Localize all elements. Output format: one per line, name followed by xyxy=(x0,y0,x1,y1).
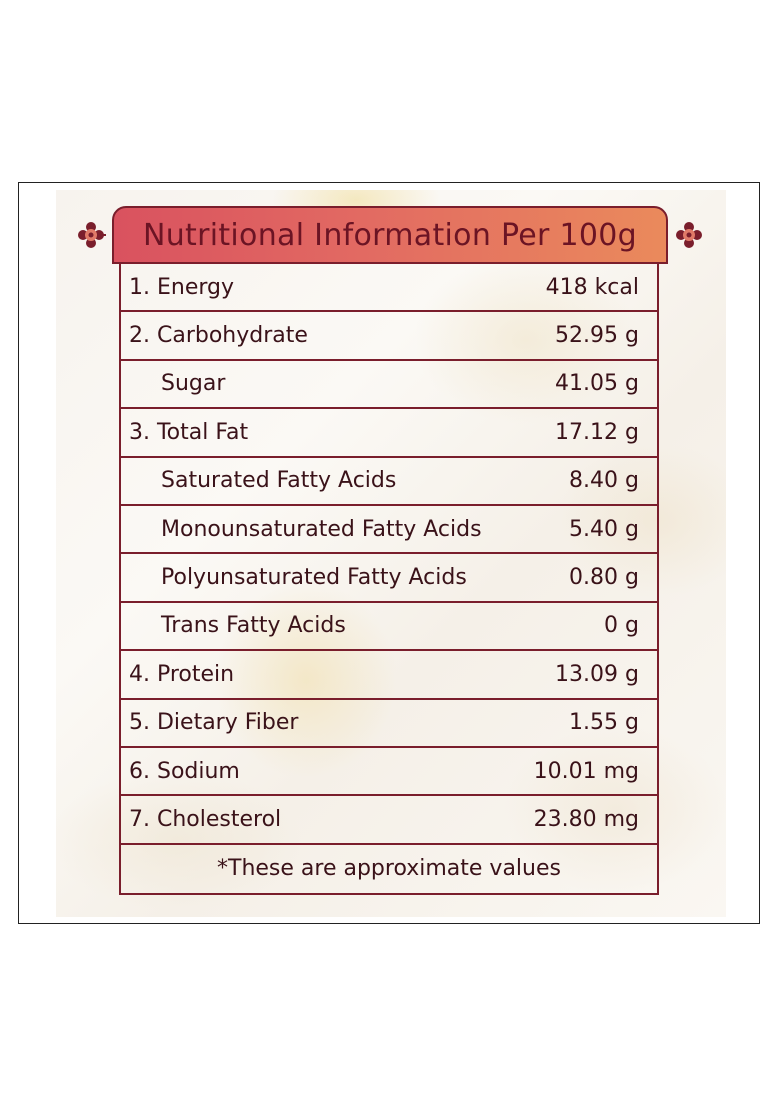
flower-ornament-icon xyxy=(676,222,702,248)
table-row-dietary-fiber: 5. Dietary Fiber 1.55 g xyxy=(121,697,657,746)
nutrition-table: 1. Energy 418 kcal 2. Carbohydrate 52.95… xyxy=(119,262,659,895)
row-value: 418 kcal xyxy=(545,274,639,300)
row-label: Monounsaturated Fatty Acids xyxy=(161,516,482,542)
row-label: 4. Protein xyxy=(129,661,235,687)
row-label: 5. Dietary Fiber xyxy=(129,710,299,736)
row-label: 2. Carbohydrate xyxy=(129,323,308,349)
row-value: 0 g xyxy=(604,613,639,639)
row-label: 7. Cholesterol xyxy=(129,806,282,832)
row-label: Sugar xyxy=(161,371,226,397)
row-value: 5.40 g xyxy=(569,516,639,542)
row-value: 8.40 g xyxy=(569,468,639,494)
row-value: 0.80 g xyxy=(569,565,639,591)
row-value: 10.01 mg xyxy=(533,758,639,784)
row-value: 13.09 g xyxy=(555,661,639,687)
table-row-saturated-fat: Saturated Fatty Acids 8.40 g xyxy=(121,455,657,504)
table-row-protein: 4. Protein 13.09 g xyxy=(121,649,657,697)
table-row-polyunsaturated-fat: Polyunsaturated Fatty Acids 0.80 g xyxy=(121,552,657,600)
row-label: 6. Sodium xyxy=(129,758,240,784)
row-value: 52.95 g xyxy=(555,323,639,349)
row-label: 3. Total Fat xyxy=(129,419,249,445)
table-row-sugar: Sugar 41.05 g xyxy=(121,358,657,407)
footnote: *These are approximate values xyxy=(121,842,657,893)
row-label: Saturated Fatty Acids xyxy=(161,468,397,494)
row-label: Trans Fatty Acids xyxy=(161,613,346,639)
row-value: 1.55 g xyxy=(569,710,639,736)
table-row-cholesterol: 7. Cholesterol 23.80 mg xyxy=(121,794,657,842)
row-label: 1. Energy xyxy=(129,274,235,300)
table-row-carbohydrate: 2. Carbohydrate 52.95 g xyxy=(121,310,657,358)
row-value: 17.12 g xyxy=(555,419,639,445)
table-row-trans-fat: Trans Fatty Acids 0 g xyxy=(121,600,657,649)
flower-ornament-icon xyxy=(78,222,106,248)
row-value: 23.80 mg xyxy=(533,806,639,832)
header-banner: Nutritional Information Per 100g xyxy=(112,206,668,264)
row-value: 41.05 g xyxy=(555,371,639,397)
page-title: Nutritional Information Per 100g xyxy=(142,217,638,253)
table-row-total-fat: 3. Total Fat 17.12 g xyxy=(121,407,657,455)
row-label: Polyunsaturated Fatty Acids xyxy=(161,565,467,591)
footnote-text: *These are approximate values xyxy=(217,856,561,882)
table-row-monounsaturated-fat: Monounsaturated Fatty Acids 5.40 g xyxy=(121,503,657,552)
table-row-energy: 1. Energy 418 kcal xyxy=(121,262,657,310)
table-row-sodium: 6. Sodium 10.01 mg xyxy=(121,745,657,794)
